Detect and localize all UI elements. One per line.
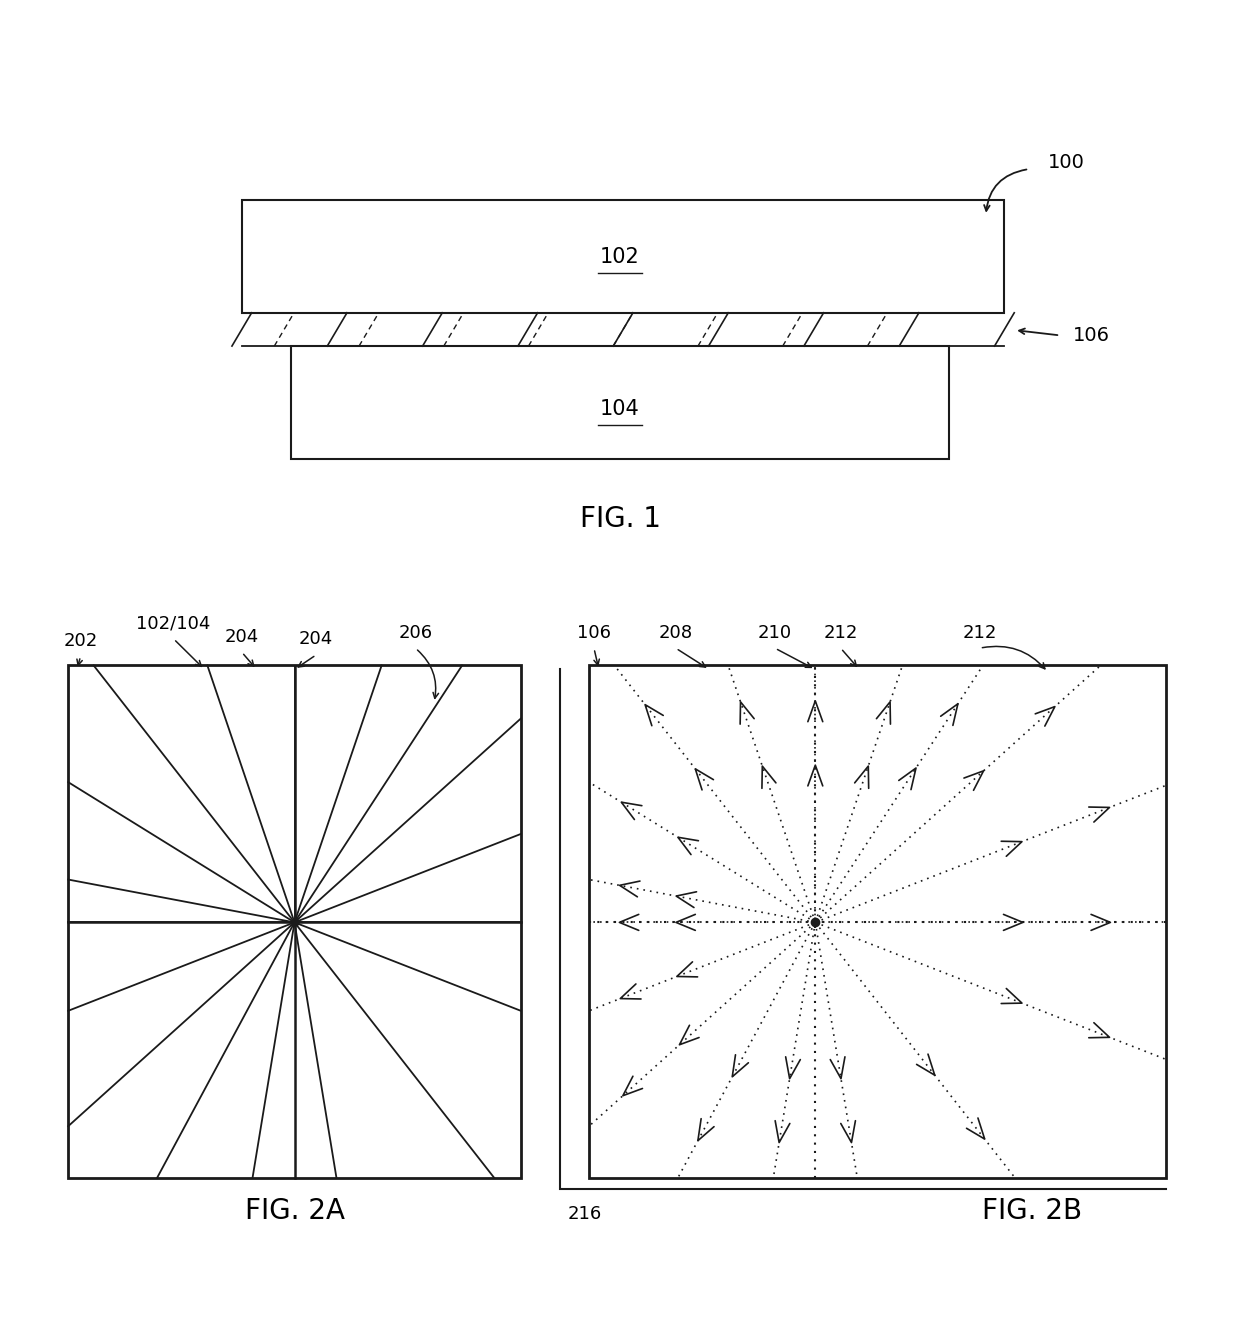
Text: 100: 100 bbox=[1048, 153, 1085, 172]
Text: 204: 204 bbox=[224, 627, 259, 646]
Bar bbox=[242, 313, 1004, 346]
Bar bbox=[291, 346, 949, 459]
Text: 102/104: 102/104 bbox=[136, 614, 211, 632]
Text: FIG. 2A: FIG. 2A bbox=[246, 1197, 345, 1226]
Text: FIG. 1: FIG. 1 bbox=[579, 504, 661, 534]
Text: 106: 106 bbox=[1073, 326, 1110, 345]
Bar bbox=[68, 666, 521, 1178]
Bar bbox=[589, 666, 1166, 1178]
Text: 104: 104 bbox=[600, 398, 640, 419]
Text: 206: 206 bbox=[398, 623, 433, 642]
Text: 212: 212 bbox=[962, 623, 997, 642]
Text: 204: 204 bbox=[299, 630, 334, 648]
Text: 208: 208 bbox=[658, 623, 693, 642]
Text: 216: 216 bbox=[568, 1205, 603, 1223]
Text: 210: 210 bbox=[758, 623, 792, 642]
Text: 102: 102 bbox=[600, 246, 640, 268]
Text: 212: 212 bbox=[823, 623, 858, 642]
Bar bbox=[242, 200, 1004, 313]
Text: 202: 202 bbox=[63, 631, 98, 650]
Text: FIG. 2B: FIG. 2B bbox=[982, 1197, 1081, 1226]
Text: 106: 106 bbox=[577, 623, 611, 642]
